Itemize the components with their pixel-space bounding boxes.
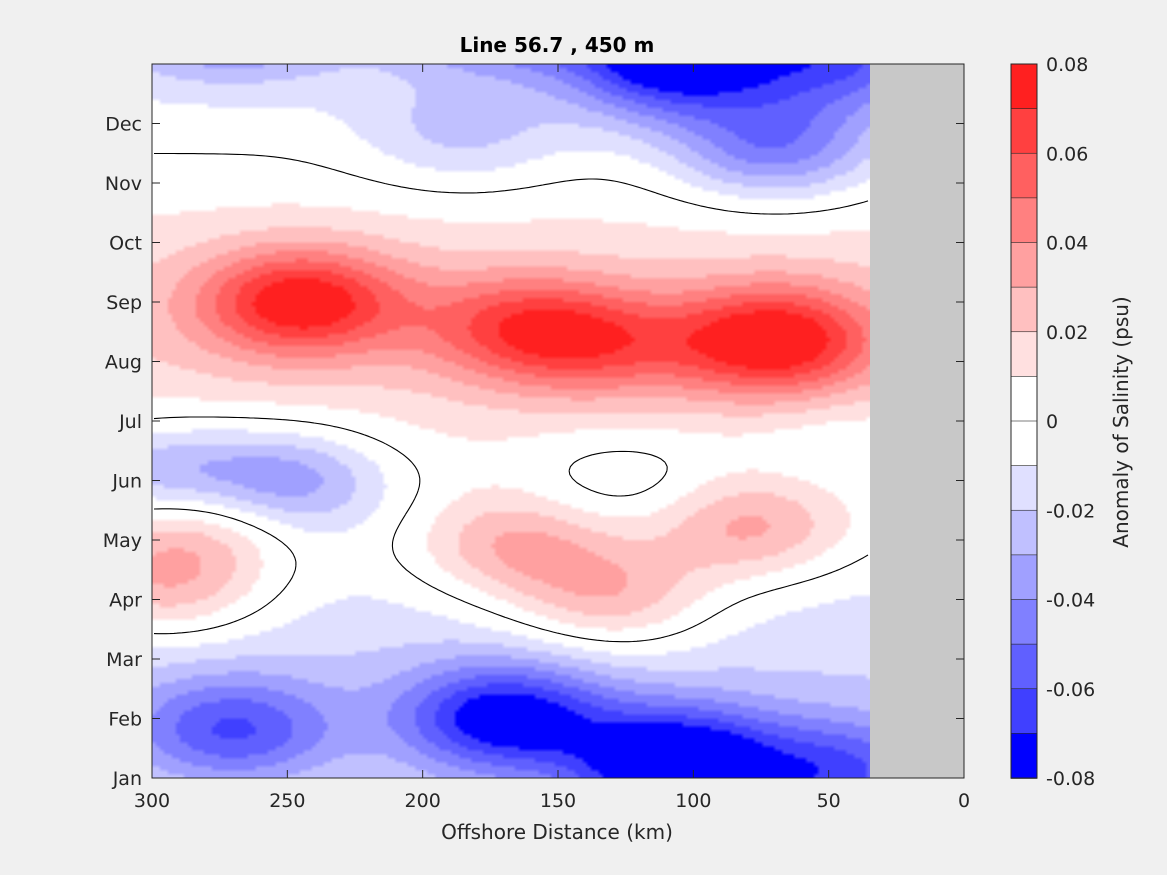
colorbar-swatch bbox=[1010, 733, 1038, 779]
x-tick-label: 200 bbox=[405, 790, 441, 812]
colorbar-swatch bbox=[1010, 63, 1038, 110]
colorbar-label: Anomaly of Salinity (psu) bbox=[1109, 296, 1133, 547]
y-tick-label: Jan bbox=[112, 768, 142, 790]
no-data-region bbox=[870, 64, 964, 778]
colorbar-swatch bbox=[1010, 554, 1038, 601]
colorbar-swatch bbox=[1010, 197, 1038, 244]
colorbar-swatch bbox=[1010, 420, 1038, 467]
colorbar-swatch bbox=[1010, 509, 1038, 556]
x-tick-label: 150 bbox=[540, 790, 576, 812]
colorbar-tick-label: 0.06 bbox=[1046, 143, 1088, 165]
y-tick-label: Feb bbox=[108, 709, 142, 731]
colorbar-swatch bbox=[1010, 242, 1038, 288]
colorbar-tick-label: -0.08 bbox=[1046, 768, 1095, 790]
y-tick-label: Aug bbox=[105, 352, 142, 374]
colorbar-tick-label: -0.04 bbox=[1046, 590, 1095, 612]
zero-contour-lines bbox=[153, 152, 869, 643]
chart-title: Line 56.7 , 450 m bbox=[460, 33, 655, 57]
colorbar-tick-label: -0.06 bbox=[1046, 679, 1095, 701]
x-tick-label: 100 bbox=[675, 790, 711, 812]
colorbar: 0.08 0.06 0.04 0.02 0 -0.02 -0.04 -0.06 -0.08 An… bbox=[1010, 54, 1133, 790]
colorbar-swatch bbox=[1010, 286, 1038, 333]
y-axis: Jan Feb Mar Apr May Jun Jul Aug Sep Oct Nov Dec bbox=[103, 114, 964, 790]
colorbar-swatch bbox=[1010, 643, 1038, 690]
y-tick-label: Nov bbox=[105, 173, 142, 195]
y-tick-label: Dec bbox=[105, 114, 142, 136]
colorbar-swatch bbox=[1010, 376, 1038, 422]
y-tick-label: Sep bbox=[106, 292, 142, 314]
colorbar-tick-label: 0 bbox=[1046, 411, 1058, 433]
x-tick-label: 300 bbox=[134, 790, 170, 812]
colorbar-frame bbox=[1010, 63, 1038, 779]
colorbar-ticks: 0.08 0.06 0.04 0.02 0 -0.02 -0.04 -0.06 -0.08 bbox=[1046, 54, 1095, 790]
colorbar-swatch bbox=[1010, 152, 1038, 199]
x-tick-label: 250 bbox=[269, 790, 305, 812]
colorbar-swatch bbox=[1010, 465, 1038, 512]
colorbar-tick-label: 0.04 bbox=[1046, 233, 1088, 255]
x-tick-label: 50 bbox=[817, 790, 841, 812]
colorbar-swatches bbox=[1010, 63, 1038, 779]
colorbar-tick-label: 0.02 bbox=[1046, 322, 1088, 344]
zero-contour-line bbox=[153, 152, 869, 643]
plot-area: 300 250 200 150 100 50 0 Jan Feb Mar Apr May Jun Jul… bbox=[103, 63, 970, 812]
y-tick-label: Oct bbox=[109, 233, 142, 255]
x-tick-label: 0 bbox=[958, 790, 970, 812]
colorbar-swatch bbox=[1010, 599, 1038, 645]
x-axis: 300 250 200 150 100 50 0 bbox=[134, 64, 970, 812]
colorbar-swatch bbox=[1010, 108, 1038, 155]
colorbar-tick-label: 0.08 bbox=[1046, 54, 1088, 76]
y-tick-label: Mar bbox=[106, 649, 142, 671]
colorbar-swatch bbox=[1010, 688, 1038, 735]
x-axis-label: Offshore Distance (km) bbox=[441, 820, 673, 844]
y-tick-label: May bbox=[103, 530, 142, 552]
y-tick-label: Apr bbox=[109, 590, 142, 612]
y-tick-label: Jul bbox=[118, 411, 142, 433]
colorbar-swatch bbox=[1010, 331, 1038, 378]
y-tick-label: Jun bbox=[111, 471, 142, 493]
colorbar-tick-label: -0.02 bbox=[1046, 500, 1095, 522]
salinity-contour-field bbox=[152, 64, 870, 778]
